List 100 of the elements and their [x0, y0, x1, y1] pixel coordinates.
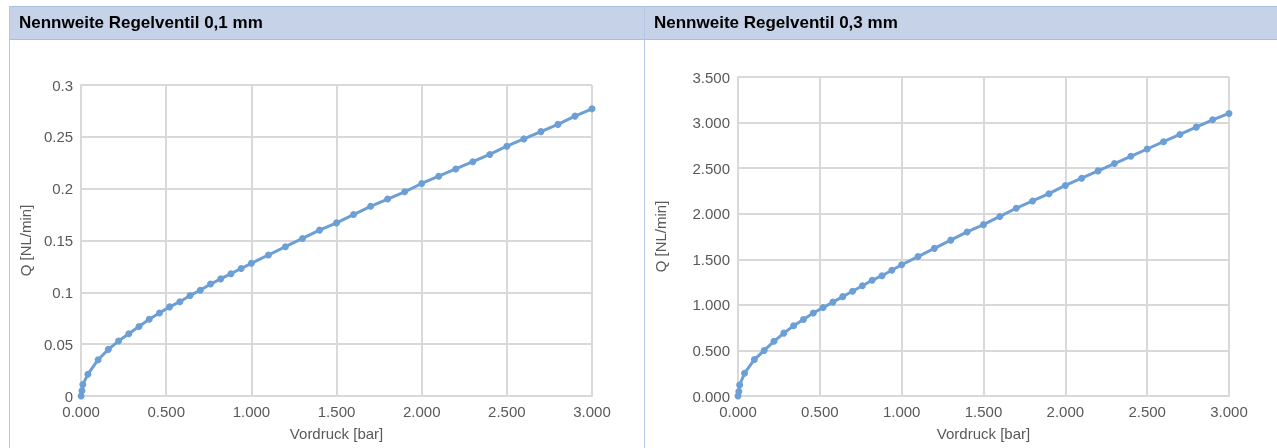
- point: [770, 337, 778, 345]
- point: [898, 261, 906, 269]
- point: [79, 381, 87, 389]
- point: [84, 370, 92, 378]
- point: [736, 381, 744, 389]
- point: [350, 211, 358, 219]
- y-tick-label: 0: [64, 387, 74, 405]
- point: [196, 286, 204, 294]
- point: [469, 158, 477, 166]
- y-tick-label: 3.500: [692, 68, 730, 86]
- x-tick-label: 2.000: [402, 403, 441, 420]
- point: [166, 303, 174, 311]
- point: [858, 282, 866, 290]
- point: [333, 219, 341, 227]
- point: [227, 270, 235, 278]
- point: [750, 356, 758, 364]
- point: [155, 309, 163, 317]
- point: [963, 228, 971, 236]
- point: [1192, 123, 1200, 131]
- y-axis-title: Q [NL/min]: [652, 200, 669, 273]
- point: [452, 165, 460, 173]
- point: [145, 315, 153, 323]
- point: [367, 202, 375, 210]
- point: [554, 120, 562, 128]
- x-tick-label: 3.000: [573, 403, 611, 420]
- point: [780, 329, 788, 337]
- x-tick-label: 3.000: [1210, 403, 1248, 420]
- point: [237, 264, 245, 272]
- point: [1029, 197, 1037, 205]
- point: [809, 309, 817, 317]
- point: [735, 387, 743, 395]
- point: [537, 128, 545, 136]
- y-tick-label: 1.500: [692, 250, 730, 268]
- point: [217, 275, 225, 283]
- y-tick-label: 0.3: [52, 76, 74, 94]
- point: [1209, 116, 1217, 124]
- point: [94, 356, 102, 364]
- x-tick-label: 1.500: [964, 403, 1003, 420]
- point: [741, 369, 749, 377]
- point: [849, 287, 857, 295]
- point: [1127, 152, 1135, 160]
- y-tick-label: 0.1: [52, 283, 74, 301]
- x-tick-label: 0.500: [801, 403, 839, 420]
- point: [868, 276, 876, 284]
- x-tick-label: 2.500: [488, 403, 526, 420]
- point: [176, 298, 184, 306]
- x-tick-label: 1.000: [882, 403, 921, 420]
- point: [264, 251, 272, 259]
- point: [888, 266, 896, 274]
- point: [819, 304, 827, 312]
- point: [1225, 109, 1233, 117]
- y-tick-label: 1.000: [692, 296, 730, 314]
- point: [401, 188, 409, 196]
- x-tick-label: 0.500: [147, 403, 186, 420]
- y-tick-label: 0.05: [43, 335, 74, 353]
- x-tick-label: 1.000: [232, 403, 271, 420]
- x-tick-label: 0.000: [719, 403, 757, 420]
- point: [115, 337, 123, 345]
- point: [316, 226, 324, 234]
- point: [207, 280, 215, 288]
- point: [1160, 138, 1168, 146]
- y-tick-label: 2.000: [692, 205, 730, 223]
- x-tick-label: 2.000: [1046, 403, 1085, 420]
- point: [1110, 160, 1118, 168]
- chart-title: Nennweite Regelventil 0,1 mm: [10, 6, 644, 40]
- point: [298, 234, 306, 242]
- point: [520, 135, 528, 143]
- point: [281, 243, 289, 251]
- point: [760, 346, 768, 354]
- point: [1078, 174, 1086, 182]
- y-tick-label: 3.000: [692, 114, 730, 132]
- point: [839, 293, 847, 301]
- point: [486, 150, 494, 158]
- y-tick-label: 0.25: [43, 128, 74, 146]
- point: [418, 179, 426, 187]
- y-tick-label: 0.15: [43, 232, 74, 249]
- point: [980, 221, 987, 229]
- point: [135, 323, 143, 331]
- point: [125, 330, 133, 338]
- point: [1012, 204, 1020, 212]
- point: [247, 259, 255, 267]
- point: [799, 315, 807, 323]
- chart-title: Nennweite Regelventil 0,3 mm: [645, 6, 1277, 40]
- y-tick-label: 2.500: [692, 159, 730, 177]
- point: [914, 253, 922, 261]
- point: [947, 236, 955, 244]
- point: [878, 272, 886, 280]
- y-tick-label: 0.2: [52, 180, 74, 198]
- point: [1094, 167, 1102, 175]
- point: [104, 345, 112, 353]
- y-axis-title: Q [NL/min]: [17, 204, 34, 277]
- y-tick-label: 0.500: [692, 341, 730, 359]
- x-axis-title: Vordruck [bar]: [936, 425, 1031, 442]
- x-tick-label: 2.500: [1128, 403, 1166, 420]
- point: [930, 244, 938, 252]
- x-tick-label: 1.500: [317, 403, 356, 420]
- point: [503, 142, 511, 150]
- point: [435, 172, 443, 180]
- point: [996, 212, 1004, 220]
- point: [1061, 181, 1069, 189]
